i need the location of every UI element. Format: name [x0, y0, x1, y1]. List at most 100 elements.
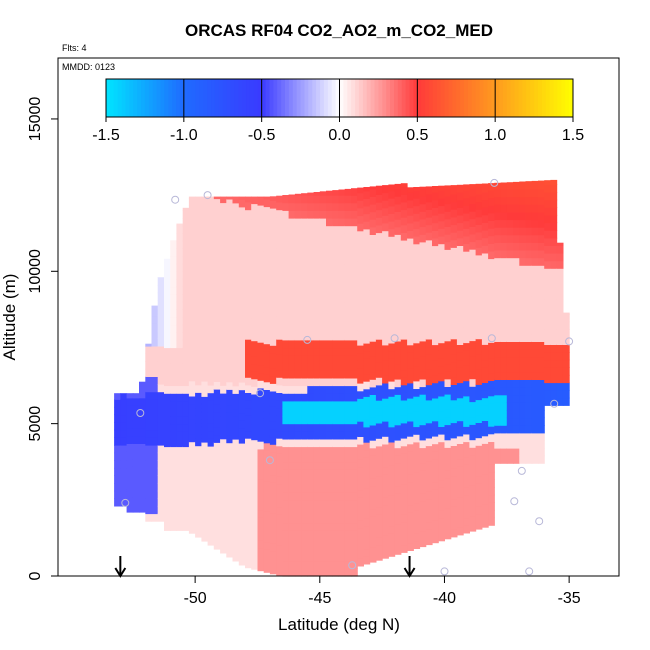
heatmap-cell — [319, 461, 327, 470]
heatmap-cell — [369, 204, 377, 213]
heatmap-cell — [232, 484, 240, 493]
heatmap-cell — [188, 236, 196, 245]
heatmap-cell — [114, 460, 121, 469]
heatmap-cell — [369, 211, 377, 220]
heatmap-cell — [245, 247, 252, 256]
heatmap-cell — [132, 443, 140, 452]
heatmap-cell — [463, 380, 470, 389]
heatmap-cell — [276, 316, 283, 325]
heatmap-cell — [294, 355, 302, 364]
heatmap-cell — [326, 530, 333, 539]
heatmap-cell — [444, 218, 452, 227]
heatmap-cell — [444, 394, 452, 403]
heatmap-cell — [232, 355, 240, 364]
heatmap-cell — [550, 253, 558, 262]
heatmap-cell — [313, 301, 321, 310]
heatmap-cell — [375, 445, 383, 454]
heatmap-cell — [388, 221, 396, 230]
heatmap-cell — [338, 507, 346, 516]
heatmap-cell — [456, 489, 464, 498]
heatmap-cell — [475, 193, 483, 203]
heatmap-cell — [263, 198, 271, 208]
heatmap-cell — [369, 341, 377, 350]
heatmap-cell — [481, 519, 489, 528]
heatmap-cell — [263, 534, 271, 543]
heatmap-cell — [338, 477, 346, 486]
heatmap-cell — [351, 233, 358, 242]
heatmap-cell — [232, 454, 240, 463]
heatmap-cell — [419, 508, 427, 517]
heatmap-cell — [450, 247, 458, 256]
heatmap-cell — [388, 426, 396, 435]
heatmap-cell — [506, 265, 514, 274]
heatmap-cell — [400, 339, 408, 348]
heatmap-cell — [513, 310, 520, 320]
heatmap-cell — [351, 492, 358, 501]
heatmap-cell — [413, 190, 421, 199]
heatmap-cell — [488, 334, 495, 343]
heatmap-cell — [151, 338, 159, 347]
heatmap-cell — [288, 515, 296, 524]
colorbar-segment — [440, 79, 446, 117]
heatmap-cell — [307, 385, 315, 394]
heatmap-cell — [213, 244, 221, 253]
heatmap-cell — [251, 386, 258, 395]
heatmap-cell — [164, 431, 171, 440]
heatmap-cell — [413, 479, 421, 489]
heatmap-cell — [269, 528, 277, 537]
heatmap-cell — [263, 275, 271, 284]
heatmap-cell — [338, 499, 346, 508]
heatmap-cell — [413, 365, 421, 374]
colorbar-segment — [526, 79, 531, 117]
heatmap-cell — [226, 541, 234, 550]
heatmap-cell — [319, 377, 327, 387]
heatmap-cell — [251, 363, 258, 372]
heatmap-cell — [176, 339, 184, 349]
heatmap-cell — [469, 462, 477, 471]
heatmap-cell — [375, 407, 383, 416]
heatmap-cell — [220, 354, 227, 364]
heatmap-cell — [432, 504, 439, 513]
heatmap-cell — [226, 259, 234, 268]
heatmap-cell — [407, 187, 414, 193]
colorbar-segment — [456, 79, 461, 117]
heatmap-cell — [294, 545, 302, 554]
heatmap-cell — [151, 323, 159, 332]
heatmap-cell — [201, 525, 209, 534]
heatmap-cell — [369, 333, 377, 342]
heatmap-cell — [531, 189, 539, 198]
heatmap-cell — [556, 352, 564, 361]
heatmap-cell — [263, 358, 271, 368]
heatmap-cell — [188, 456, 196, 466]
heatmap-cell — [500, 182, 508, 190]
heatmap-cell — [188, 213, 196, 222]
heatmap-cell — [469, 279, 477, 288]
heatmap-cell — [257, 448, 265, 457]
heatmap-cell — [232, 500, 240, 509]
heatmap-cell — [257, 281, 265, 290]
heatmap-cell — [344, 271, 352, 280]
heatmap-cell — [301, 423, 308, 432]
heatmap-cell — [313, 522, 321, 531]
heatmap-cell — [195, 468, 202, 477]
heatmap-cell — [531, 303, 539, 312]
heatmap-cell — [481, 443, 489, 452]
heatmap-cell — [407, 451, 414, 460]
heatmap-cell — [257, 410, 265, 419]
colorbar-segment — [475, 79, 481, 117]
heatmap-cell — [488, 464, 495, 473]
heatmap-cell — [276, 445, 283, 454]
heatmap-cell — [151, 399, 159, 408]
colorbar-segment — [191, 79, 197, 117]
heatmap-cell — [188, 380, 196, 389]
heatmap-cell — [232, 233, 240, 242]
heatmap-cell — [232, 301, 240, 311]
heatmap-cell — [438, 525, 445, 534]
heatmap-cell — [344, 492, 352, 501]
heatmap-cell — [338, 400, 346, 409]
heatmap-cell — [170, 347, 177, 356]
heatmap-cell — [332, 370, 340, 379]
heatmap-cell — [388, 327, 396, 336]
heatmap-cell — [220, 446, 227, 455]
